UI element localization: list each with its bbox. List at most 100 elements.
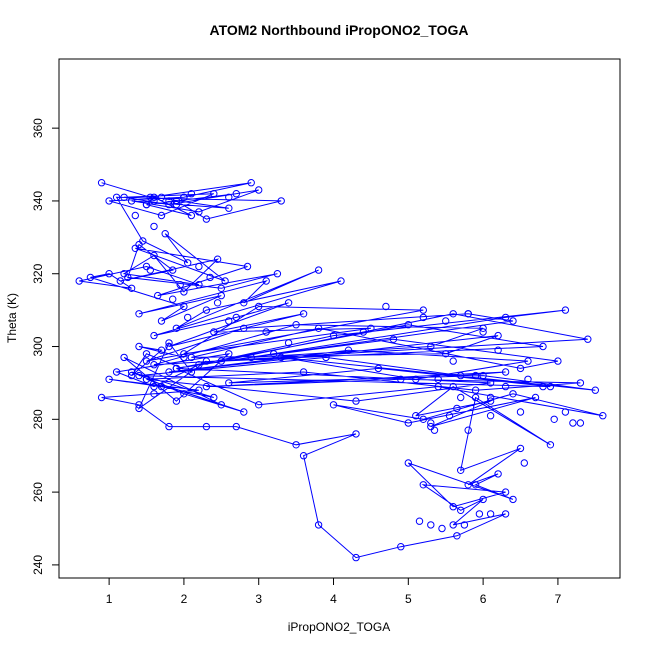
data-point [292, 321, 300, 329]
data-point [292, 441, 300, 449]
data-point [599, 412, 607, 420]
data-point [479, 371, 487, 380]
x-tick-label: 2 [181, 592, 188, 606]
data-point [187, 211, 196, 220]
data-point [501, 510, 510, 518]
data-point [105, 375, 113, 383]
data-point [202, 422, 211, 431]
data-point [438, 524, 446, 533]
data-point [131, 244, 140, 253]
data-point [382, 302, 390, 311]
data-point [116, 277, 125, 285]
data-point [486, 379, 495, 387]
data-point [415, 517, 424, 525]
y-tick-label: 340 [31, 191, 45, 211]
data-point [195, 281, 203, 289]
data-point [180, 302, 188, 311]
data-point [225, 317, 233, 325]
data-point [520, 459, 528, 467]
data-point [442, 350, 450, 358]
data-point [412, 375, 420, 383]
data-point [344, 346, 353, 354]
data-point [187, 368, 196, 376]
data-point [322, 353, 330, 362]
data-point [154, 291, 162, 300]
data-point [131, 211, 140, 220]
data-point [165, 197, 173, 205]
data-point [314, 324, 323, 332]
data-point [135, 371, 143, 380]
x-tick-label: 5 [405, 592, 412, 606]
data-point [453, 532, 461, 540]
data-point [255, 302, 263, 311]
data-point [105, 270, 113, 278]
data-point [404, 419, 412, 427]
data-point [165, 339, 173, 347]
data-point [561, 306, 570, 314]
data-point [501, 488, 510, 496]
data-point [464, 481, 472, 489]
data-point [150, 197, 158, 205]
data-point [524, 375, 532, 383]
data-point [120, 193, 128, 202]
data-point [232, 190, 241, 198]
series-line [79, 182, 603, 559]
data-point [412, 412, 420, 420]
data-point [262, 277, 270, 285]
data-point [352, 430, 360, 438]
y-tick-label: 240 [31, 555, 45, 575]
data-point [213, 255, 222, 263]
data-point [213, 299, 222, 307]
data-point [419, 313, 427, 322]
data-point [471, 481, 480, 489]
data-point [127, 368, 136, 376]
data-point [494, 346, 502, 354]
data-point [75, 277, 83, 285]
data-point [225, 204, 233, 212]
data-point [449, 503, 457, 511]
data-point [299, 368, 308, 376]
data-point [404, 459, 412, 467]
data-point [554, 357, 562, 365]
data-point [135, 310, 143, 318]
data-point [86, 273, 95, 282]
data-point [584, 335, 592, 343]
data-point [442, 317, 450, 325]
y-axis: 240 260 280 300 320 340 360 [31, 118, 60, 575]
data-point [299, 452, 308, 460]
series-layer [75, 179, 607, 562]
data-point [202, 382, 211, 391]
y-tick-label: 260 [31, 482, 45, 502]
data-point [475, 510, 484, 518]
data-point [397, 543, 405, 551]
data-point [243, 262, 252, 271]
data-point [284, 339, 293, 347]
data-point [195, 208, 203, 216]
data-point [460, 521, 469, 529]
data-point [464, 426, 472, 434]
chart-title: ATOM2 Northbound iPropONO2_TOGA [210, 22, 469, 38]
x-tick-label: 6 [480, 592, 487, 606]
data-point [449, 521, 457, 529]
data-point [120, 353, 128, 362]
data-point [240, 324, 248, 332]
data-point [419, 415, 427, 423]
data-point [169, 266, 177, 274]
data-point [176, 281, 184, 289]
data-point [240, 299, 248, 307]
data-point [169, 295, 177, 303]
data-point [112, 368, 121, 376]
data-point [449, 310, 457, 318]
data-point [501, 382, 510, 391]
data-point [445, 412, 454, 420]
data-point [494, 331, 502, 340]
data-point [352, 553, 360, 562]
data-point [142, 200, 151, 209]
data-point [486, 412, 495, 420]
y-tick-label: 300 [31, 336, 45, 356]
data-point [210, 190, 218, 198]
data-point [202, 306, 211, 314]
data-point [546, 382, 555, 391]
data-point [150, 331, 158, 340]
data-point [127, 371, 136, 380]
